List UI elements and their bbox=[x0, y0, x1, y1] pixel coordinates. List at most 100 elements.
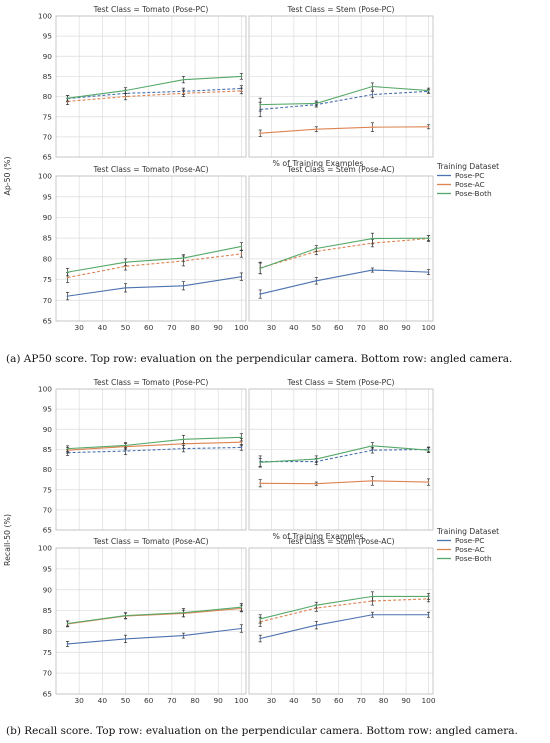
legend-item: Pose-PC bbox=[455, 536, 484, 545]
x-tick-label: 60 bbox=[334, 696, 344, 705]
y-tick-label: 70 bbox=[43, 296, 53, 305]
x-tick-label: 40 bbox=[98, 696, 108, 705]
y-tick-label: 95 bbox=[43, 405, 53, 414]
data-point bbox=[66, 643, 69, 645]
data-point bbox=[259, 103, 262, 106]
data-point bbox=[315, 102, 318, 105]
y-tick-label: 95 bbox=[43, 32, 53, 41]
y-tick-label: 85 bbox=[43, 445, 53, 454]
series-line-pose-ac bbox=[260, 598, 429, 623]
x-tick-label: 100 bbox=[234, 696, 248, 705]
series-line-pose-both bbox=[260, 595, 429, 620]
y-tick-label: 75 bbox=[43, 275, 53, 284]
y-tick-label: 80 bbox=[43, 92, 53, 101]
data-point bbox=[259, 482, 262, 485]
y-tick-label: 100 bbox=[38, 12, 52, 21]
x-tick-label: 30 bbox=[74, 323, 84, 332]
data-point bbox=[66, 622, 69, 625]
series-line-pose-both bbox=[67, 245, 242, 273]
series-line-pose-pc bbox=[260, 90, 429, 111]
series-line-pose-both bbox=[260, 85, 429, 106]
data-point bbox=[259, 618, 262, 620]
data-point bbox=[259, 293, 262, 295]
series-line-pose-pc bbox=[260, 614, 429, 640]
legend-item: Pose-Both bbox=[455, 554, 492, 563]
data-point bbox=[259, 132, 262, 135]
data-point bbox=[240, 627, 243, 630]
plot-area bbox=[248, 15, 434, 158]
plot-area bbox=[55, 175, 247, 322]
data-point bbox=[427, 237, 430, 240]
x-tick-label: 50 bbox=[121, 323, 131, 332]
x-tick-label: 90 bbox=[401, 323, 411, 332]
data-point bbox=[259, 267, 262, 270]
data-point bbox=[182, 438, 185, 441]
plot-area bbox=[248, 175, 434, 322]
plot-area bbox=[55, 15, 247, 158]
caption-a-text: AP50 score. Top row: evaluation on the p… bbox=[23, 353, 513, 365]
plot-area bbox=[248, 388, 434, 531]
y-tick-label: 75 bbox=[43, 485, 53, 494]
y-tick-label: 70 bbox=[43, 669, 53, 678]
data-point bbox=[124, 89, 127, 92]
panel-7: Test Class = Tomato (Pose-AC) 65 70 75 80 85 9… bbox=[38, 537, 249, 705]
data-point bbox=[240, 275, 243, 278]
data-point bbox=[371, 444, 374, 447]
data-point bbox=[371, 479, 374, 482]
y-tick-label: 80 bbox=[43, 627, 53, 636]
data-point bbox=[427, 481, 430, 483]
x-tick-label: 100 bbox=[421, 696, 435, 705]
y-tick-label: 70 bbox=[43, 132, 53, 141]
data-point bbox=[427, 449, 430, 452]
series-line-pose-both bbox=[67, 75, 242, 99]
data-point bbox=[427, 595, 430, 598]
panel-title: Test Class = Stem (Pose-PC) bbox=[287, 378, 395, 387]
data-point bbox=[371, 269, 374, 271]
y-tick-label: 90 bbox=[43, 213, 53, 222]
panel-title: Test Class = Stem (Pose-AC) bbox=[286, 165, 394, 174]
x-tick-label: 70 bbox=[356, 696, 366, 705]
plot-area bbox=[55, 388, 247, 531]
data-point bbox=[124, 265, 127, 268]
x-tick-label: 60 bbox=[144, 323, 154, 332]
y-tick-label: 70 bbox=[43, 505, 53, 514]
data-point bbox=[124, 95, 127, 98]
panel-4: Test Class = Stem (Pose-AC) 30 40 50 60 70 80 9… bbox=[248, 165, 436, 332]
series-line-pose-pc bbox=[67, 276, 242, 297]
data-point bbox=[315, 604, 318, 607]
series-line-pose-pc bbox=[260, 448, 429, 463]
series-line-pose-ac bbox=[260, 238, 429, 269]
panel-5: Test Class = Tomato (Pose-PC) 65 70 75 80 85 9… bbox=[3, 378, 247, 566]
y-tick-label: 90 bbox=[43, 52, 53, 61]
x-tick-label: 50 bbox=[312, 696, 322, 705]
legend-item: Pose-Both bbox=[455, 189, 492, 198]
x-tick-label: 30 bbox=[267, 696, 277, 705]
x-tick-label: 50 bbox=[121, 696, 131, 705]
x-tick-label: 70 bbox=[356, 323, 366, 332]
y-tick-label: 90 bbox=[43, 425, 53, 434]
y-tick-label: 100 bbox=[38, 544, 52, 553]
y-tick-label: 100 bbox=[38, 385, 52, 394]
series-line-pose-pc bbox=[67, 446, 242, 454]
series-line-pose-ac bbox=[67, 253, 242, 279]
x-tick-label: 70 bbox=[167, 323, 177, 332]
x-tick-label: 60 bbox=[334, 323, 344, 332]
data-point bbox=[427, 271, 430, 274]
y-tick-label: 75 bbox=[43, 648, 53, 657]
data-point bbox=[240, 436, 243, 439]
x-tick-label: 90 bbox=[401, 696, 411, 705]
panel-title: Test Class = Tomato (Pose-PC) bbox=[93, 5, 209, 14]
x-tick-label: 80 bbox=[190, 696, 200, 705]
caption-b: (b) Recall score. Top row: evaluation on… bbox=[6, 725, 518, 737]
data-point bbox=[371, 93, 374, 96]
x-tick-label: 40 bbox=[289, 323, 299, 332]
series-line-pose-both bbox=[67, 436, 242, 450]
data-point bbox=[240, 90, 243, 92]
panel-title: Test Class = Tomato (Pose-AC) bbox=[92, 537, 208, 546]
panel-title: Test Class = Stem (Pose-AC) bbox=[286, 537, 394, 546]
data-point bbox=[371, 237, 374, 240]
panel-8: Test Class = Stem (Pose-AC) 30 40 50 60 70 80 9… bbox=[248, 537, 436, 705]
data-point bbox=[371, 126, 374, 129]
data-point bbox=[427, 125, 430, 128]
